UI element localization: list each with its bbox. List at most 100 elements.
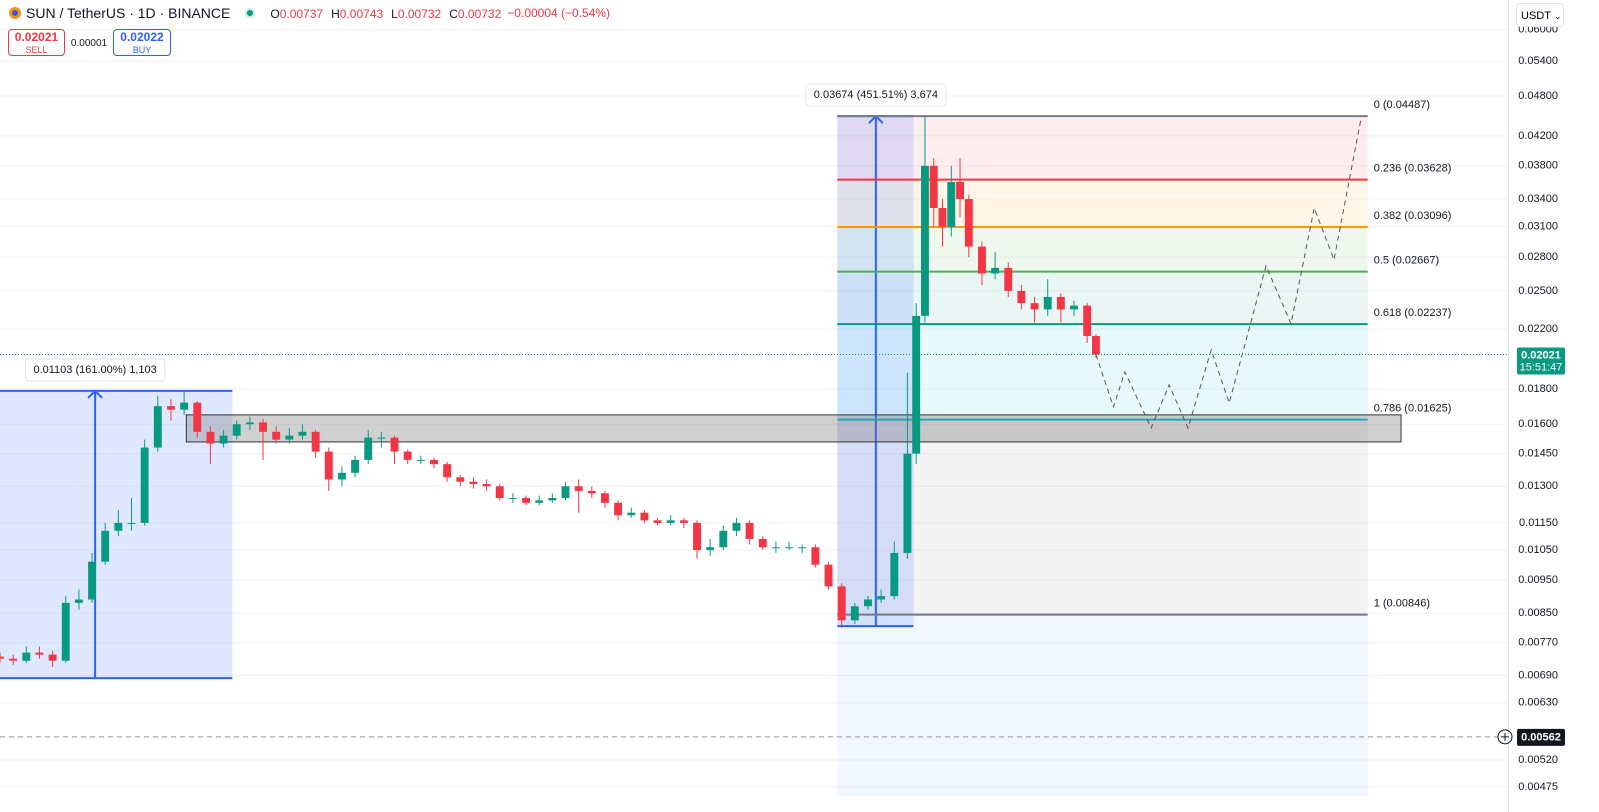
y-tick-label: 0.02200	[1518, 323, 1558, 335]
y-tick-label: 0.04800	[1518, 90, 1558, 102]
fib-label: 0.236 (0.03628)	[1374, 163, 1452, 175]
y-tick-label: 0.03100	[1518, 221, 1558, 233]
measure-label-text: 0.03674 (451.51%) 3,674	[814, 89, 938, 101]
candle-body	[1070, 305, 1078, 310]
y-tick-label: 0.01600	[1518, 418, 1558, 430]
crosshair-box	[1517, 728, 1565, 746]
candle-body	[522, 497, 530, 503]
candle-body	[364, 437, 373, 460]
fib-zone	[837, 179, 1368, 228]
candle-body	[390, 437, 399, 452]
fib-zone	[837, 116, 1368, 180]
candle-body	[947, 181, 956, 227]
legend-key: H	[331, 7, 340, 21]
candle-body	[587, 490, 596, 494]
candle-body	[745, 522, 754, 539]
buy-price: 0.02022	[120, 30, 164, 44]
fib-label: 0 (0.04487)	[1374, 99, 1430, 111]
y-tick-label: 0.01800	[1518, 383, 1558, 395]
currency: USDT	[1521, 10, 1551, 22]
countdown: 15:51:47	[1520, 361, 1563, 373]
ohlc-legend: O0.00737 H0.00743 L0.00732 C0.00732	[262, 5, 501, 21]
candle-body	[719, 530, 728, 548]
candle-body	[430, 459, 438, 465]
last-price-label: 0.02021	[1521, 349, 1561, 361]
candle-body	[101, 530, 110, 562]
candle-body	[693, 522, 701, 551]
last-price-box	[1517, 347, 1565, 375]
candle-body	[535, 500, 544, 503]
legend-key: O	[270, 7, 280, 21]
y-tick-label: 0.00630	[1518, 697, 1558, 709]
candle-body	[337, 472, 346, 480]
legend-key: C	[449, 7, 458, 21]
symbol-title: SUN / TetherUS · 1D · BINANCE	[26, 5, 231, 21]
candle-body	[74, 599, 83, 603]
y-tick-label: 0.01150	[1519, 517, 1558, 529]
candle-body	[1004, 267, 1013, 291]
y-tick-label: 0.06000	[1518, 23, 1558, 35]
candle-body	[48, 654, 57, 661]
candle-body	[929, 165, 938, 208]
candle-body	[956, 181, 964, 200]
y-tick-label: 0.03800	[1518, 160, 1558, 172]
candle-body	[1056, 296, 1065, 310]
candle-body	[232, 424, 241, 436]
candle-body	[824, 564, 833, 587]
market-status	[245, 8, 256, 18]
candle-body	[903, 453, 912, 553]
candle-body	[35, 652, 44, 655]
candle-body	[653, 520, 662, 523]
y-tick-label: 0.03400	[1518, 193, 1558, 205]
candle-body	[206, 431, 215, 444]
candle-body	[1043, 296, 1052, 310]
sell-button[interactable]: 0.02021 SELL	[8, 29, 65, 56]
fib-zone	[837, 419, 1368, 615]
candle-body	[938, 207, 947, 227]
measure-arrow-head	[87, 389, 103, 399]
fib-label: 0.382 (0.03096)	[1374, 210, 1452, 222]
candle-body	[991, 267, 1000, 274]
y-tick-label: 0.05400	[1518, 55, 1558, 67]
candle-body	[614, 502, 623, 516]
zone-box	[185, 414, 1402, 443]
fib-zone	[837, 227, 1368, 272]
candle-body	[758, 538, 767, 548]
candle-body	[351, 459, 360, 473]
candle-body	[9, 658, 18, 661]
y-tick-label: 0.02800	[1518, 251, 1558, 263]
legend-key: L	[391, 7, 398, 21]
candle-body	[193, 402, 202, 432]
candle-body	[912, 315, 921, 454]
candle-body	[785, 547, 794, 549]
candle-body	[272, 431, 281, 440]
y-tick-label: 0.00850	[1518, 607, 1558, 619]
y-tick-label: 0.01300	[1518, 480, 1558, 492]
candle-body	[1083, 305, 1092, 336]
candle-body	[443, 464, 452, 478]
legend-value: 0.00743	[339, 7, 384, 21]
buy-button[interactable]: 0.02022 BUY	[113, 29, 171, 56]
candle-body	[561, 486, 570, 498]
fib-label: 0.5 (0.02667)	[1374, 255, 1439, 267]
candle-body	[153, 406, 162, 448]
candle-body	[706, 547, 715, 551]
y-tick-label: 0.04200	[1518, 130, 1558, 142]
sell-price: 0.02021	[14, 30, 59, 44]
candle-body	[88, 561, 97, 600]
candle-body	[403, 451, 412, 460]
candle-body	[627, 512, 636, 516]
candle-body	[890, 552, 899, 597]
y-tick-label: 0.00770	[1518, 637, 1558, 649]
y-tick-label: 0.01450	[1518, 448, 1558, 460]
candle-body	[811, 547, 820, 565]
candle-body	[22, 652, 31, 661]
candle-body	[1091, 335, 1100, 355]
candle-body	[219, 435, 228, 444]
candle-body	[978, 246, 986, 274]
candle-body	[1017, 290, 1026, 304]
candle-body	[574, 486, 583, 491]
currency-select[interactable]: USDT ⌄	[1516, 3, 1564, 27]
measure-label-box	[805, 83, 947, 107]
candle-body	[140, 447, 149, 523]
